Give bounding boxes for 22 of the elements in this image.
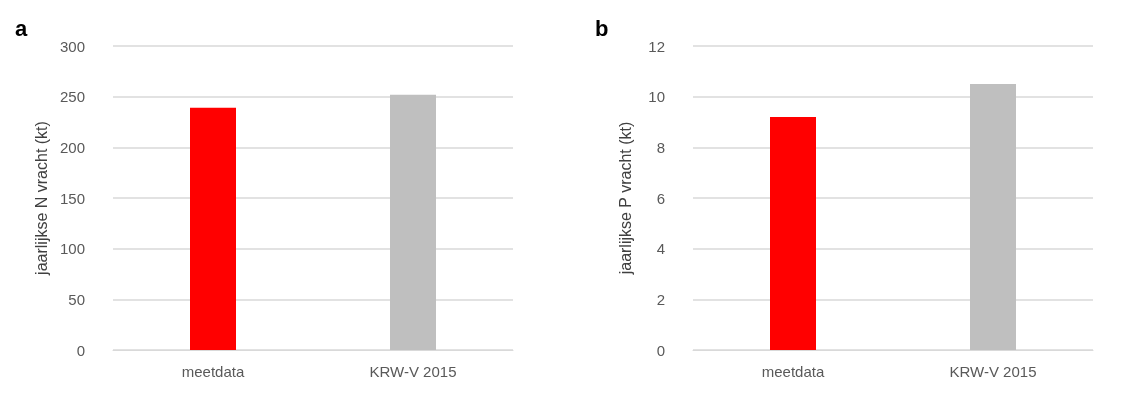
y-tick-label: 50	[68, 290, 85, 308]
y-axis-title: jaarlijkse P vracht (kt)	[616, 121, 634, 276]
y-tick-label: 200	[59, 138, 85, 156]
chart-title: a	[15, 15, 28, 41]
y-tick-label: 10	[648, 88, 665, 106]
y-tick-label: 0	[76, 341, 85, 359]
y-tick-label: 150	[59, 189, 85, 207]
y-tick-label: 6	[656, 189, 665, 207]
y-tick-label: 250	[59, 88, 85, 106]
y-tick-label: 300	[59, 37, 85, 55]
y-axis-title: jaarlijkse N vracht (kt)	[32, 121, 50, 276]
x-tick-label: KRW-V 2015	[369, 363, 457, 380]
x-tick-label: KRW-V 2015	[949, 363, 1037, 380]
chart-title: b	[595, 15, 609, 41]
y-tick-label: 2	[656, 290, 665, 308]
y-tick-label: 4	[656, 240, 665, 258]
x-tick-label: meetdata	[761, 363, 825, 380]
y-tick-label: 8	[656, 138, 665, 156]
x-tick-label: meetdata	[181, 363, 245, 380]
y-tick-label: 100	[59, 240, 85, 258]
y-tick-label: 0	[656, 341, 665, 359]
y-tick-label: 12	[648, 37, 665, 55]
